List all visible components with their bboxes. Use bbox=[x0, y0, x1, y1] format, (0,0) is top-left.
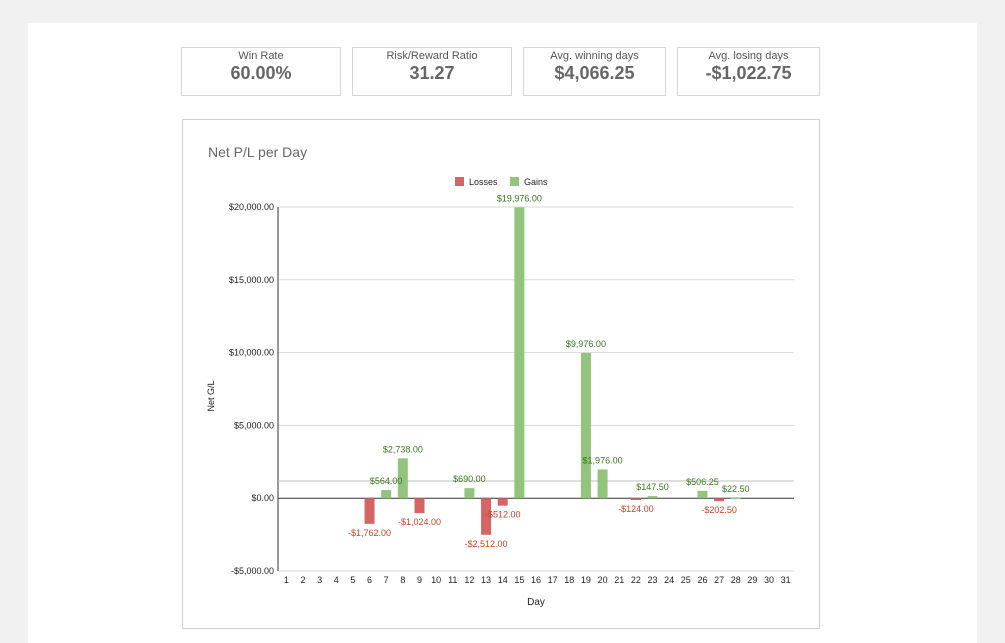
gain-data-label: $1,976.00 bbox=[583, 455, 623, 465]
chart-title: Net P/L per Day bbox=[208, 144, 307, 160]
x-tick-label: 11 bbox=[448, 575, 457, 585]
legend-losses-label: Losses bbox=[469, 177, 498, 187]
gain-data-label: $506.25 bbox=[686, 477, 719, 487]
y-axis-label: Net G/L bbox=[206, 380, 216, 411]
loss-bar bbox=[630, 498, 641, 501]
x-tick-label: 19 bbox=[581, 575, 591, 585]
loss-bar bbox=[481, 498, 492, 535]
stat-label: Avg. losing days bbox=[708, 50, 789, 62]
gain-bar bbox=[381, 489, 392, 499]
x-tick-label: 17 bbox=[548, 575, 558, 585]
x-tick-label: 8 bbox=[400, 575, 405, 585]
x-tick-label: 13 bbox=[481, 575, 491, 585]
x-tick-label: 16 bbox=[531, 575, 541, 585]
stat-avg-winning: Avg. winning days $4,066.25 bbox=[523, 47, 666, 96]
x-tick-label: 9 bbox=[417, 575, 422, 585]
x-tick-label: 20 bbox=[598, 575, 608, 585]
legend-gains-swatch bbox=[510, 177, 519, 186]
x-tick-label: 30 bbox=[764, 575, 774, 585]
stat-value: -$1,022.75 bbox=[705, 63, 792, 83]
x-axis-label: Day bbox=[527, 597, 545, 608]
x-tick-label: 21 bbox=[614, 575, 624, 585]
legend-losses-swatch bbox=[455, 177, 464, 186]
stat-value: 60.00% bbox=[230, 63, 292, 83]
x-tick-label: 25 bbox=[681, 575, 691, 585]
stat-win-rate: Win Rate 60.00% bbox=[181, 47, 341, 96]
gain-data-label: $564.00 bbox=[370, 476, 403, 486]
gain-data-label: $690.00 bbox=[453, 474, 486, 484]
stat-value: 31.27 bbox=[409, 63, 455, 83]
x-tick-label: 3 bbox=[317, 575, 322, 585]
x-tick-label: 2 bbox=[300, 575, 305, 585]
x-tick-label: 4 bbox=[334, 575, 339, 585]
gain-bar bbox=[697, 490, 708, 499]
x-tick-label: 24 bbox=[664, 575, 674, 585]
x-tick-label: 31 bbox=[781, 575, 791, 585]
x-tick-label: 15 bbox=[514, 575, 524, 585]
x-tick-label: 10 bbox=[431, 575, 441, 585]
gain-bar bbox=[514, 207, 525, 499]
y-tick-label: -$5,000.00 bbox=[231, 566, 274, 576]
x-tick-label: 7 bbox=[384, 575, 389, 585]
x-tick-label: 28 bbox=[731, 575, 741, 585]
y-tick-label: $20,000.00 bbox=[229, 202, 274, 212]
gain-data-label: $2,738.00 bbox=[383, 444, 423, 454]
loss-data-label: -$1,024.00 bbox=[398, 517, 441, 527]
stat-label: Win Rate bbox=[238, 50, 284, 62]
loss-data-label: -$1,762.00 bbox=[348, 528, 391, 538]
x-tick-label: 6 bbox=[367, 575, 372, 585]
gain-bar bbox=[580, 352, 591, 499]
stat-label: Risk/Reward Ratio bbox=[386, 50, 478, 62]
x-tick-label: 22 bbox=[631, 575, 641, 585]
gain-data-label: $147.50 bbox=[636, 482, 669, 492]
loss-bar bbox=[714, 498, 725, 502]
gain-data-label: $22.50 bbox=[722, 484, 750, 494]
loss-bar bbox=[497, 498, 508, 506]
x-tick-label: 12 bbox=[464, 575, 474, 585]
loss-data-label: -$202.50 bbox=[701, 505, 737, 515]
x-tick-label: 29 bbox=[747, 575, 757, 585]
net-pl-chart: Net P/L per Day Losses Gains $20,000.00 $… bbox=[206, 144, 794, 608]
stat-avg-losing: Avg. losing days -$1,022.75 bbox=[677, 47, 820, 96]
x-tick-label: 26 bbox=[697, 575, 707, 585]
y-tick-label: $10,000.00 bbox=[229, 348, 274, 358]
legend-gains-label: Gains bbox=[524, 177, 548, 187]
gain-bar bbox=[464, 488, 475, 499]
x-tick-label: 27 bbox=[714, 575, 724, 585]
legend: Losses Gains bbox=[455, 177, 548, 187]
loss-data-label: -$2,512.00 bbox=[465, 539, 508, 549]
gain-data-label: $9,976.00 bbox=[566, 339, 606, 349]
x-tick-label: 14 bbox=[498, 575, 508, 585]
y-tick-label: $0.00 bbox=[251, 493, 274, 503]
stat-value: $4,066.25 bbox=[554, 63, 635, 83]
stat-risk-reward: Risk/Reward Ratio 31.27 bbox=[352, 47, 512, 96]
loss-bar bbox=[414, 498, 425, 514]
gain-data-label: $19,976.00 bbox=[497, 193, 542, 203]
loss-bar bbox=[364, 498, 375, 524]
y-tick-label: $5,000.00 bbox=[234, 420, 274, 430]
x-tick-label: 1 bbox=[284, 575, 289, 585]
chart-card bbox=[182, 119, 820, 629]
x-tick-label: 23 bbox=[648, 575, 658, 585]
loss-data-label: -$124.00 bbox=[618, 504, 654, 514]
loss-data-label: -$512.00 bbox=[485, 510, 521, 520]
y-tick-label: $15,000.00 bbox=[229, 275, 274, 285]
x-tick-label: 18 bbox=[564, 575, 574, 585]
gain-bar bbox=[397, 458, 408, 499]
x-tick-label: 5 bbox=[350, 575, 355, 585]
gain-bar bbox=[730, 497, 741, 499]
gain-bar bbox=[597, 469, 608, 499]
stat-label: Avg. winning days bbox=[550, 50, 639, 62]
gain-bar bbox=[647, 496, 658, 499]
